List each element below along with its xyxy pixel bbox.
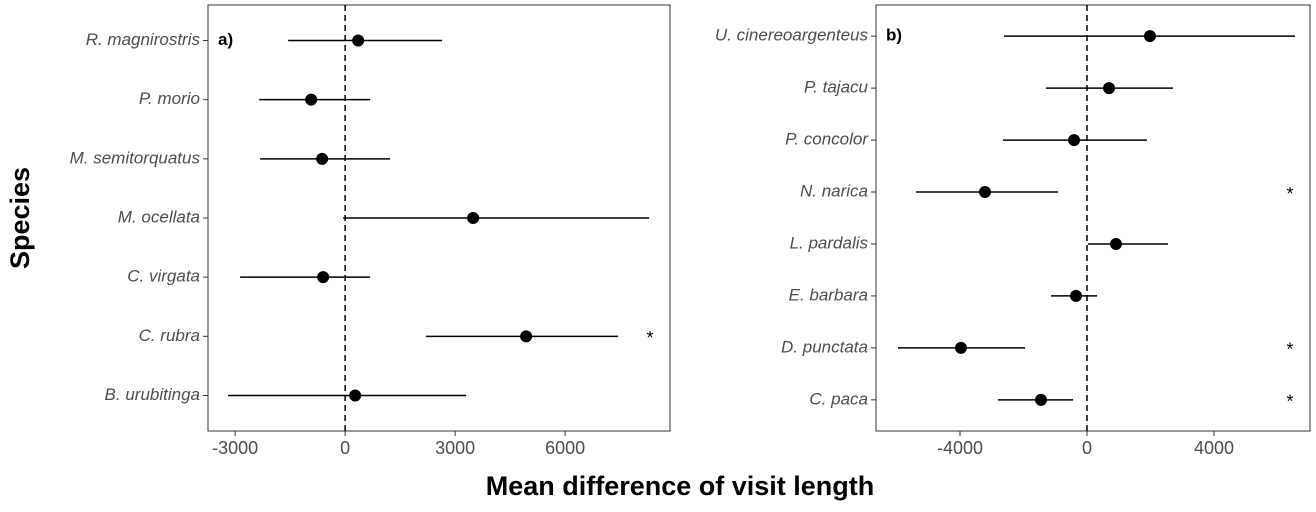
significance-mark: * xyxy=(1286,184,1293,204)
category-label: U. cinereoargenteus xyxy=(715,26,869,45)
category-label: L. pardalis xyxy=(790,233,869,252)
x-tick-label: 0 xyxy=(340,438,350,458)
x-tick-label: -4000 xyxy=(937,438,983,458)
category-label: C. paca xyxy=(809,389,868,408)
point-estimate xyxy=(1070,289,1083,302)
point-estimate xyxy=(520,330,533,343)
y-axis-title: Species xyxy=(5,167,35,269)
x-tick-label: -3000 xyxy=(212,438,258,458)
x-tick-label: 4000 xyxy=(1194,438,1234,458)
point-estimate xyxy=(1034,393,1047,406)
significance-mark: * xyxy=(1286,392,1293,412)
point-estimate xyxy=(317,271,330,284)
category-label: C. virgata xyxy=(127,267,200,286)
point-estimate xyxy=(1143,30,1156,43)
significance-mark: * xyxy=(646,328,653,348)
significance-mark: * xyxy=(1286,340,1293,360)
point-estimate xyxy=(1103,82,1116,95)
point-estimate xyxy=(352,34,365,47)
point-estimate xyxy=(1109,237,1122,250)
point-estimate xyxy=(978,186,991,199)
panel-border xyxy=(875,4,1311,432)
point-estimate xyxy=(305,93,318,106)
point-estimate xyxy=(349,389,362,402)
point-estimate xyxy=(316,152,329,165)
category-label: R. magnirostris xyxy=(86,30,201,49)
panel-label: b) xyxy=(886,26,902,45)
category-label: P. morio xyxy=(139,89,200,108)
category-label: E. barbara xyxy=(789,285,868,304)
point-estimate xyxy=(954,341,967,354)
point-estimate xyxy=(1068,134,1081,147)
category-label: M. semitorquatus xyxy=(70,148,201,167)
panel-label: a) xyxy=(218,30,233,49)
category-label: M. ocellata xyxy=(118,207,200,226)
x-tick-label: 0 xyxy=(1082,438,1092,458)
category-label: N. narica xyxy=(800,182,868,201)
category-label: P. tajacu xyxy=(804,78,869,97)
category-label: C. rubra xyxy=(139,326,200,345)
category-label: D. punctata xyxy=(781,337,868,356)
x-axis-title: Mean difference of visit length xyxy=(486,471,875,501)
category-label: P. concolor xyxy=(785,130,869,149)
x-tick-label: 6000 xyxy=(545,438,585,458)
point-estimate xyxy=(467,212,480,224)
x-tick-label: 3000 xyxy=(435,438,475,458)
category-label: B. urubitinga xyxy=(105,385,200,404)
